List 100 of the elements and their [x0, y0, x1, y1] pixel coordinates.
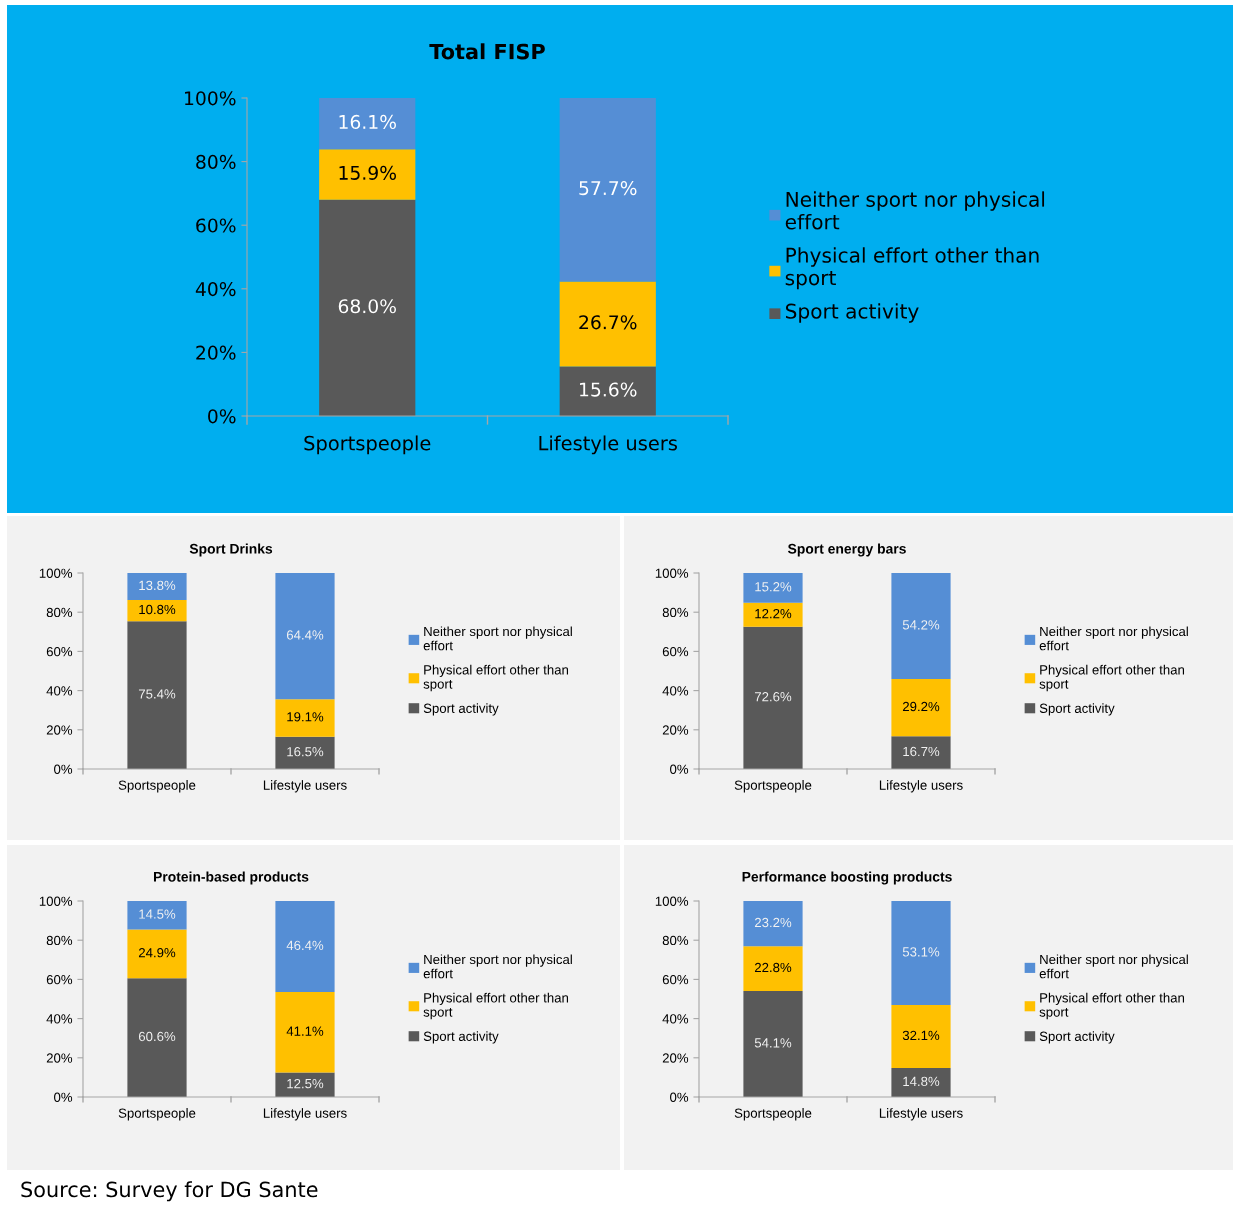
bar	[127, 929, 187, 979]
x-tick-label: Sportspeople	[118, 780, 196, 793]
x-tick-label: Sportspeople	[118, 1108, 196, 1121]
y-tick-label: 80%	[662, 607, 689, 618]
data-label: 15.9%	[339, 165, 396, 180]
data-label: 75.4%	[138, 689, 176, 699]
legend-label: Physical effort other than sport	[423, 664, 569, 692]
x-tick-label: Lifestyle users	[263, 780, 347, 793]
data-label: 72.6%	[754, 692, 792, 702]
data-label: 54.1%	[754, 1038, 792, 1048]
y-tick-label: 20%	[196, 345, 236, 360]
y-tick-label: 60%	[662, 974, 689, 985]
legend-label: Sport activity	[423, 1031, 499, 1044]
bar	[743, 946, 803, 991]
data-label: 16.5%	[287, 747, 324, 757]
data-label: 60.6%	[138, 1031, 176, 1042]
legend-label: Physical effort other than sport	[1039, 992, 1185, 1020]
bar	[559, 281, 656, 367]
bar	[559, 98, 656, 282]
x-tick-label: Lifestyle users	[879, 1108, 963, 1121]
y-tick-label: 100%	[39, 568, 73, 578]
bar	[891, 736, 951, 769]
legend-label: Sport activity	[1039, 703, 1115, 716]
bar	[127, 901, 187, 930]
data-label: 57.7%	[579, 181, 637, 196]
legend-label: Neither sport nor physical effort	[423, 954, 572, 979]
legend-label: Physical effort other than sport	[1039, 664, 1185, 692]
bar	[559, 366, 656, 416]
bar	[275, 736, 335, 769]
bar	[127, 573, 187, 601]
data-label: 26.7%	[579, 315, 637, 330]
x-tick-label: Sportspeople	[734, 780, 812, 793]
data-label: 16.7%	[903, 746, 940, 757]
data-label: 14.8%	[903, 1076, 940, 1087]
bar	[275, 901, 335, 992]
y-tick-label: 80%	[46, 607, 73, 618]
bar	[743, 573, 803, 603]
y-tick-label: 60%	[46, 646, 73, 657]
data-label: 19.1%	[287, 712, 324, 722]
data-label: 32.1%	[902, 1030, 940, 1041]
legend-label: Physical effort other than sport	[785, 247, 1039, 290]
bar	[743, 626, 803, 769]
bar	[127, 621, 187, 769]
data-label: 15.6%	[580, 382, 637, 397]
legend-label: Sport activity	[423, 703, 499, 716]
x-tick-label: Lifestyle users	[539, 435, 677, 455]
legend-label: Neither sport nor physical effort	[1039, 626, 1188, 651]
y-tick-label: 100%	[655, 896, 689, 906]
data-label: 13.8%	[139, 580, 176, 591]
data-label: 41.1%	[286, 1026, 324, 1036]
data-label: 29.2%	[902, 701, 940, 712]
chart-title: Total FISP	[429, 43, 545, 60]
y-tick-label: 80%	[662, 935, 689, 946]
bar	[891, 679, 951, 737]
y-tick-label: 20%	[46, 725, 73, 735]
data-label: 15.2%	[755, 582, 792, 592]
bar	[127, 600, 187, 622]
y-tick-label: 20%	[662, 725, 689, 735]
y-tick-label: 80%	[196, 154, 236, 169]
y-tick-label: 20%	[46, 1053, 73, 1063]
bar	[319, 149, 416, 200]
data-label: 53.1%	[902, 947, 940, 957]
data-label: 46.4%	[286, 940, 324, 951]
data-label: 23.2%	[754, 917, 792, 928]
legend-label: Neither sport nor physical effort	[423, 626, 572, 651]
y-tick-label: 100%	[185, 91, 236, 106]
source-note: Source: Survey for DG Sante	[21, 1181, 318, 1202]
data-label: 12.5%	[287, 1078, 324, 1089]
legend-label: Physical effort other than sport	[423, 992, 569, 1020]
legend-label: Sport activity	[785, 303, 919, 323]
bar	[275, 573, 335, 700]
y-tick-label: 20%	[662, 1053, 689, 1063]
data-label: 22.8%	[754, 962, 792, 973]
bar	[275, 699, 335, 737]
chart-title: Protein-based products	[153, 871, 309, 885]
y-tick-label: 40%	[46, 686, 73, 696]
bar	[891, 901, 951, 1006]
chart-title: Sport Drinks	[189, 543, 273, 557]
y-tick-label: 100%	[39, 896, 73, 906]
y-tick-label: 40%	[662, 1014, 689, 1024]
bar	[891, 1005, 951, 1068]
y-tick-label: 0%	[670, 764, 689, 774]
bar	[891, 573, 951, 680]
y-tick-label: 60%	[196, 218, 236, 233]
data-label: 64.4%	[286, 630, 324, 640]
data-label: 68.0%	[338, 299, 396, 314]
chart-title: Performance boosting products	[742, 871, 952, 885]
y-tick-label: 40%	[662, 686, 689, 696]
y-tick-label: 0%	[670, 1092, 689, 1102]
data-label: 14.5%	[139, 909, 176, 919]
bar	[127, 978, 187, 1097]
y-tick-label: 0%	[54, 1092, 73, 1102]
y-tick-label: 40%	[46, 1014, 73, 1024]
bar	[743, 602, 803, 627]
data-label: 24.9%	[138, 948, 176, 958]
data-label: 10.8%	[139, 604, 176, 615]
y-tick-label: 0%	[208, 409, 236, 424]
x-tick-label: Lifestyle users	[879, 780, 963, 793]
data-label: 16.1%	[339, 114, 396, 130]
bar	[319, 199, 416, 416]
